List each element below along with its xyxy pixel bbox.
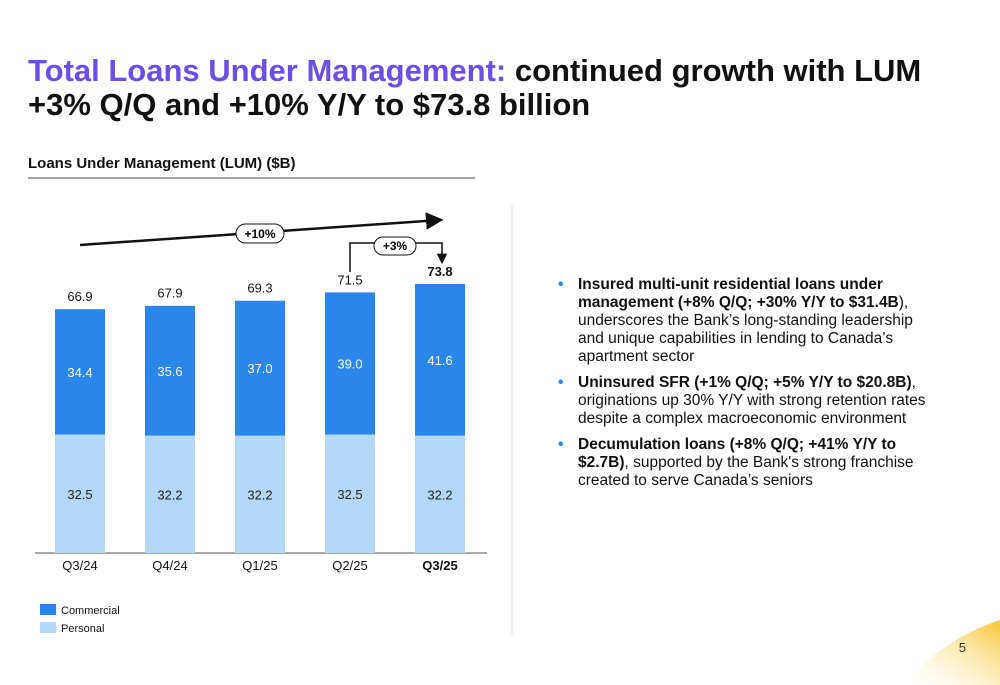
bar-segment [55, 434, 105, 553]
data-label: 35.6 [157, 364, 182, 379]
bullet-text: ), underscores the Bank’s long-standing … [578, 294, 913, 365]
bar-segment [325, 292, 375, 435]
x-tick-label: Q1/25 [242, 558, 277, 573]
slide-title: Total Loans Under Management: continued … [28, 54, 968, 122]
legend-label: Commercial [61, 605, 120, 617]
bar-segment [235, 435, 285, 553]
bar-segment [145, 435, 195, 553]
corner-decoration [905, 620, 1000, 685]
annotation-bubble [373, 236, 417, 256]
bar-segment [415, 435, 465, 553]
total-label: 71.5 [337, 272, 362, 287]
bar-segment [235, 300, 285, 436]
chart-title: Loans Under Management (LUM) ($B) [28, 155, 296, 172]
data-label: 34.4 [67, 365, 92, 380]
annotation: +10% [244, 227, 275, 241]
bullet-list: • Insured multi-unit residential loans un… [556, 276, 926, 498]
bar-segment [325, 434, 375, 553]
x-tick-label: Q4/24 [152, 558, 187, 573]
total-label: 73.8 [427, 264, 452, 279]
data-label: 32.5 [337, 487, 362, 502]
annotation: +3% [383, 239, 408, 253]
bullet-bold: Decumulation loans (+8% Q/Q; +41% Y/Y to… [578, 436, 897, 471]
x-tick-label: Q3/24 [62, 558, 97, 573]
bullet: • Uninsured SFR (+1% Q/Q; +5% Y/Y to $20.… [556, 374, 926, 428]
data-label: 32.2 [157, 487, 182, 502]
bullet: • Insured multi-unit residential loans un… [556, 276, 926, 366]
x-tick-label: Q3/25 [422, 558, 457, 573]
bullet: • Decumulation loans (+8% Q/Q; +41% Y/Y t… [556, 436, 926, 490]
legend-swatch [40, 622, 56, 633]
bullet-bold: Insured multi-unit residential loans und… [578, 276, 899, 311]
bar-segment [55, 309, 105, 435]
legend-swatch [40, 604, 56, 615]
bullet-dot: • [558, 374, 564, 391]
data-label: 32.5 [67, 487, 92, 502]
bar-segment [415, 284, 465, 436]
title-highlight: Total Loans Under Management: [28, 53, 507, 88]
total-label: 69.3 [247, 280, 272, 295]
title-rest: continued growth with LUM +3% Q/Q and +1… [28, 53, 922, 122]
bar-segment [145, 305, 195, 436]
data-label: 32.2 [247, 487, 272, 502]
x-tick-label: Q2/25 [332, 558, 367, 573]
bullet-text: , originations up 30% Y/Y with strong re… [578, 374, 926, 427]
annotation-bubble [235, 223, 285, 244]
bullet-bold: Uninsured SFR (+1% Q/Q; +5% Y/Y to $20.8… [578, 374, 912, 391]
bullet-text: , supported by the Bank's strong franchi… [578, 454, 914, 489]
data-label: 32.2 [427, 487, 452, 502]
legend-label: Personal [61, 623, 104, 635]
data-label: 41.6 [427, 353, 452, 368]
bullet-dot: • [558, 276, 564, 293]
total-label: 67.9 [157, 286, 182, 301]
data-label: 37.0 [247, 361, 272, 376]
total-label: 66.9 [67, 289, 92, 304]
data-label: 39.0 [337, 356, 362, 371]
bullet-dot: • [558, 436, 564, 453]
page-number: 5 [958, 640, 966, 655]
